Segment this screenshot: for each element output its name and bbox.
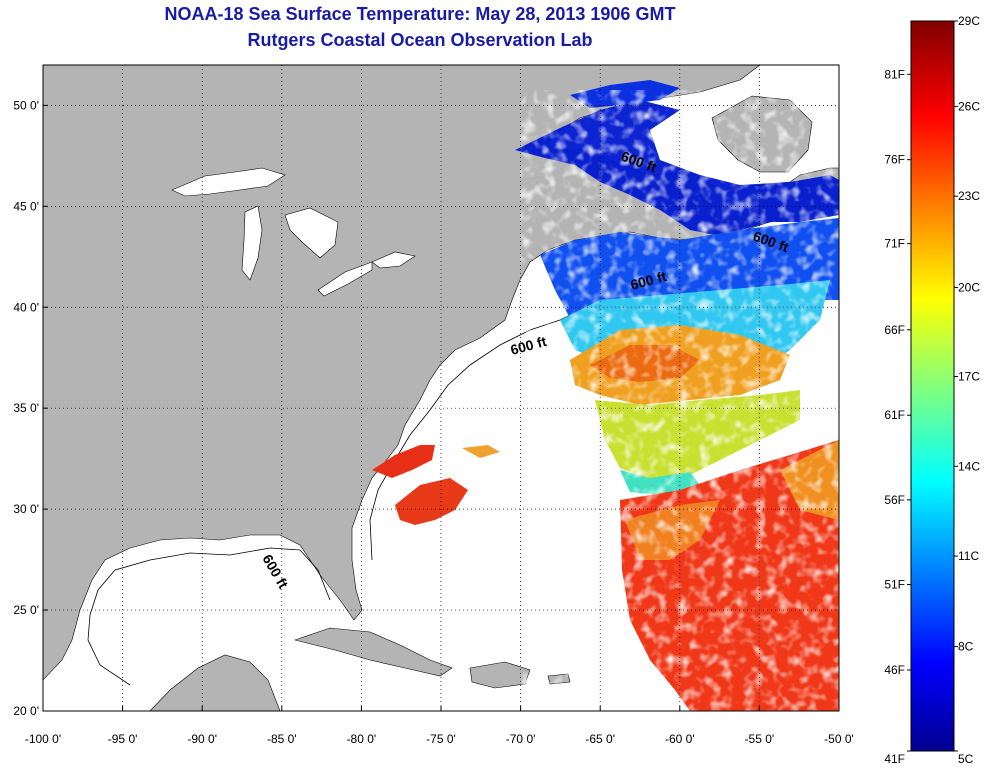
colorbar-celsius-label: 14C xyxy=(958,459,980,473)
lon-tick-label: -80 0' xyxy=(347,732,377,746)
lon-tick-label: -70 0' xyxy=(506,732,536,746)
lon-tick-label: -85 0' xyxy=(267,732,297,746)
lat-tick-label: 25 0' xyxy=(13,603,39,617)
colorbar-celsius-label: 11C xyxy=(958,549,979,563)
colorbar-fahrenheit-label: 61F xyxy=(884,408,905,422)
colorbar-labels: 29C 26C 23C 20C 17C 14C 11C 8C 5C 81F 76F 71F 66F 61F… xyxy=(884,14,980,766)
lat-tick-label: 40 0' xyxy=(13,300,39,314)
lon-tick-label: -60 0' xyxy=(665,732,695,746)
lon-tick-label: -100 0' xyxy=(25,732,61,746)
sst-hatteras-patch xyxy=(372,445,435,478)
lake-ontario xyxy=(371,251,416,269)
lon-tick-label: -55 0' xyxy=(745,732,775,746)
longitude-axis: -100 0' -95 0' -90 0' -85 0' -80 0' -75 0' -70… xyxy=(25,706,854,746)
colorbar-celsius-label: 17C xyxy=(958,370,980,384)
sst-small-orange-patch xyxy=(462,445,500,458)
cuba-land xyxy=(293,627,453,677)
graticule xyxy=(43,65,839,711)
colorbar xyxy=(910,20,955,752)
lat-tick-label: 30 0' xyxy=(13,502,39,516)
gulf-isobath-line xyxy=(87,547,331,686)
colorbar-fahrenheit-label: 71F xyxy=(884,237,905,251)
lake-michigan xyxy=(241,205,263,281)
colorbar-fahrenheit-label: 76F xyxy=(884,153,905,167)
colorbar-fahrenheit-label: 56F xyxy=(884,493,905,507)
lat-tick-label: 20 0' xyxy=(13,704,39,718)
latitude-axis: 50 0' 45 0' 40 0' 35 0' 30 0' 25 0' 20 0' xyxy=(13,98,48,718)
colorbar-fahrenheit-label: 46F xyxy=(884,663,905,677)
colorbar-fahrenheit-label: 51F xyxy=(884,578,905,592)
lake-huron xyxy=(284,207,339,259)
lake-superior xyxy=(171,167,286,197)
colorbar-celsius-label: 20C xyxy=(958,280,980,294)
colorbar-fahrenheit-label: 41F xyxy=(884,752,905,766)
colorbar-celsius-label: 23C xyxy=(958,189,980,203)
map-subtitle: Rutgers Coastal Ocean Observation Lab xyxy=(247,30,593,50)
lon-tick-label: -75 0' xyxy=(426,732,456,746)
yucatan-land xyxy=(149,654,281,711)
colorbar-fahrenheit-label: 81F xyxy=(884,67,905,81)
sst-offshore-patch xyxy=(395,478,468,525)
colorbar-celsius-label: 5C xyxy=(958,752,974,766)
lon-tick-label: -50 0' xyxy=(824,732,854,746)
lake-erie xyxy=(317,261,373,297)
colorbar-celsius-label: 8C xyxy=(958,640,974,654)
colorbar-celsius-label: 29C xyxy=(958,14,980,28)
lat-tick-label: 50 0' xyxy=(13,98,39,112)
colorbar-fahrenheit-label: 66F xyxy=(884,323,905,337)
lat-tick-label: 45 0' xyxy=(13,199,39,213)
lon-tick-label: -95 0' xyxy=(108,732,138,746)
lon-tick-label: -90 0' xyxy=(187,732,217,746)
colorbar-celsius-label: 26C xyxy=(958,99,980,113)
map-title: NOAA-18 Sea Surface Temperature: May 28,… xyxy=(164,4,676,24)
lat-tick-label: 35 0' xyxy=(13,401,39,415)
lon-tick-label: -65 0' xyxy=(585,732,615,746)
